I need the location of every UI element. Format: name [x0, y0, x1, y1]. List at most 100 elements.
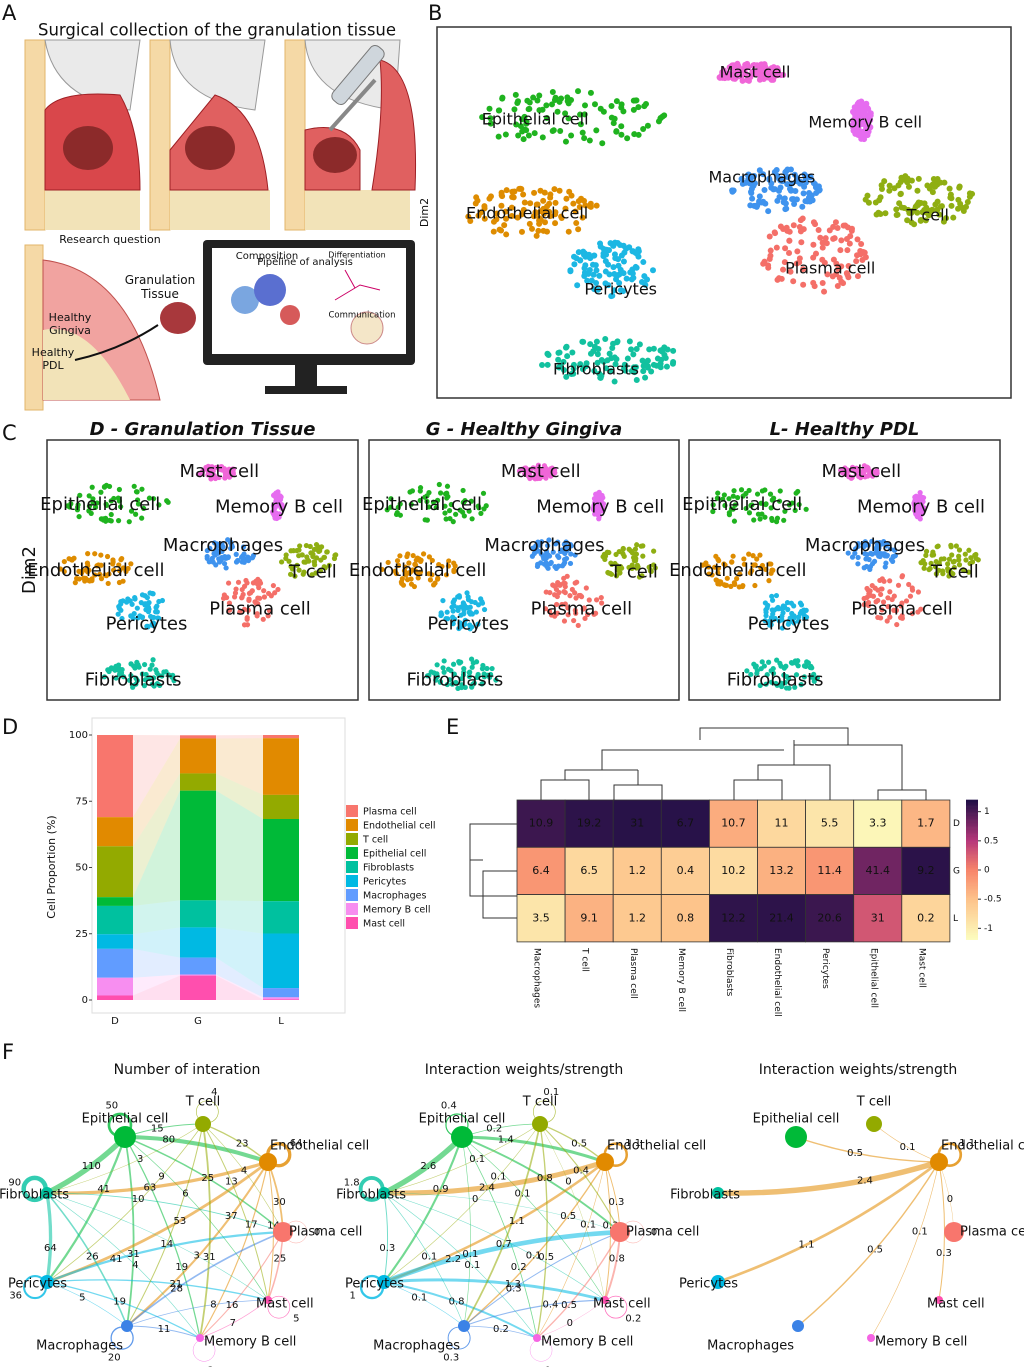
cluster-label: Mast cell — [720, 63, 791, 82]
panel-label: D — [2, 715, 18, 739]
cell-point — [864, 132, 871, 139]
cell-point — [523, 118, 530, 125]
cell-label: 21.4 — [769, 911, 794, 924]
colorbar-step — [966, 837, 978, 840]
cell-point — [854, 117, 861, 124]
cell-point — [897, 190, 904, 197]
cell-point — [453, 511, 459, 517]
y-tick-label: 50 — [75, 863, 88, 874]
cell-point — [948, 544, 954, 550]
cell-point — [260, 616, 266, 622]
cell-point — [518, 466, 525, 472]
column-label: Pericytes — [820, 948, 830, 989]
edge-label: 0.1 — [464, 1260, 480, 1271]
column-label: Mast cell — [916, 948, 926, 988]
cell-point — [837, 247, 844, 254]
cell-point — [572, 208, 579, 215]
cell-point — [520, 191, 527, 198]
cell-point — [786, 185, 793, 192]
cell-point — [68, 501, 74, 507]
cell-point — [836, 274, 843, 281]
cell-label: 0.4 — [677, 864, 695, 877]
cell-point — [571, 261, 578, 268]
cell-point — [233, 586, 239, 592]
cell-point — [633, 376, 640, 383]
cell-point — [457, 620, 463, 626]
colorbar-step — [966, 830, 978, 833]
cell-point — [223, 565, 229, 571]
edge-label: 2.2 — [445, 1254, 461, 1265]
cell-point — [810, 254, 817, 261]
cell-point — [613, 128, 620, 135]
cell-point — [466, 508, 472, 514]
cell-point — [567, 268, 574, 275]
cell-point — [549, 89, 556, 96]
cell-point — [544, 351, 551, 358]
cell-point — [139, 486, 145, 492]
cell-point — [535, 561, 541, 567]
cell-point — [261, 588, 267, 594]
subplot-title: D - Granulation Tissue — [90, 419, 316, 440]
edge-label: 26 — [86, 1251, 99, 1262]
cell-point — [560, 358, 567, 365]
cell-point — [579, 129, 586, 136]
cell-point — [819, 244, 826, 251]
node-label: Endothelial cell — [607, 1139, 706, 1154]
cell-point — [810, 279, 817, 286]
cell-point — [549, 127, 556, 134]
cell-point — [451, 560, 457, 566]
cell-point — [613, 356, 620, 363]
edge-label: 41 — [110, 1254, 123, 1265]
cell-point — [616, 279, 623, 286]
cell-point — [469, 684, 475, 690]
node-label: Epithelial cell — [419, 1112, 506, 1127]
cell-point — [579, 214, 586, 221]
cell-point — [533, 232, 540, 239]
cell-point — [845, 274, 852, 281]
cell-point — [417, 488, 423, 494]
node-label: Memory B cell — [875, 1335, 967, 1350]
cell-point — [830, 256, 837, 263]
cell-point — [552, 209, 559, 216]
cell-point — [98, 562, 104, 568]
colorbar-step — [966, 937, 978, 940]
cell-point — [74, 507, 81, 513]
cell-point — [462, 617, 468, 623]
cell-point — [959, 204, 966, 211]
cell-point — [605, 261, 612, 268]
cell-label: 10.9 — [529, 817, 554, 830]
cell-point — [272, 590, 278, 596]
cell-point — [131, 483, 137, 489]
cell-label: 3.3 — [869, 817, 887, 830]
cell-point — [487, 115, 494, 122]
cell-point — [520, 136, 527, 143]
cell-point — [792, 187, 799, 194]
cell-point — [225, 554, 231, 561]
node-label: Epithelial cell — [753, 1112, 840, 1127]
cell-point — [670, 358, 677, 365]
cell-point — [522, 471, 528, 477]
cell-point — [612, 560, 618, 567]
cell-point — [629, 565, 635, 572]
cell-point — [98, 552, 104, 558]
cell-point — [575, 226, 582, 233]
cell-point — [475, 212, 482, 219]
cluster-label: Macrophages — [708, 167, 815, 186]
cell-point — [738, 487, 745, 493]
cell-point — [225, 468, 231, 474]
cell-point — [635, 104, 642, 111]
cell-point — [593, 127, 600, 134]
colorbar-step — [966, 809, 978, 812]
edge-label: 19 — [113, 1297, 126, 1308]
cell-point — [303, 542, 309, 549]
cell-point — [781, 259, 788, 266]
cell-point — [605, 247, 612, 254]
cell-point — [479, 114, 486, 121]
cell-point — [947, 191, 954, 198]
cell-point — [785, 606, 791, 613]
cell-point — [720, 496, 726, 502]
node — [114, 1126, 136, 1148]
cell-point — [426, 504, 432, 510]
cell-point — [633, 345, 640, 352]
cell-point — [446, 558, 452, 564]
